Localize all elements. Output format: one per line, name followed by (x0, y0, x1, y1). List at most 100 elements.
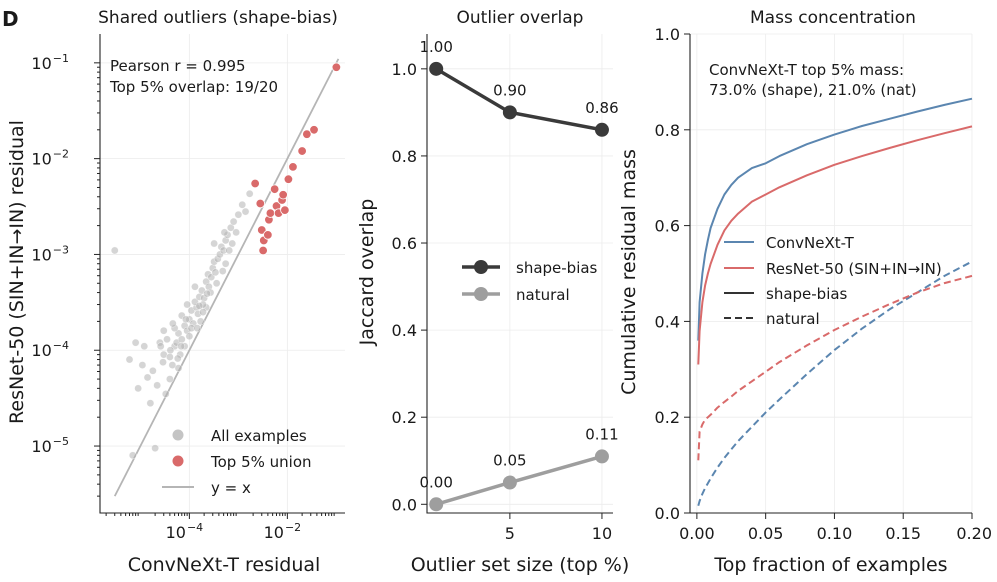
scatter-point-all (212, 279, 221, 288)
scatter-x-tick-label: 10−4 (166, 521, 204, 542)
scatter-point-all (138, 361, 147, 369)
scatter-point-top5 (297, 146, 307, 156)
mass-y-tick-label: 0.0 (655, 504, 680, 523)
legend-marker-natural (474, 287, 488, 301)
overlap-ylabel: Jaccard overlap (356, 199, 378, 347)
scatter-point-all (174, 364, 183, 372)
mass-legend: ConvNeXt-T ResNet-50 (SIN+IN→IN) shape-b… (724, 234, 942, 328)
mass-ticks: 0.00 0.05 0.10 0.15 0.20 0.0 0.2 0.4 0.6 0.8 1.0 (655, 25, 992, 543)
mass-line-0 (697, 97, 973, 341)
scatter-annotation-line1: Pearson r = 0.995 (110, 57, 246, 75)
scatter-point-all (131, 338, 140, 347)
overlap-data-label: 0.90 (493, 81, 526, 99)
scatter-point-all (169, 319, 177, 328)
scatter-y-tick-label: 10−5 (31, 435, 69, 456)
scatter-point-all (182, 315, 190, 324)
scatter-point-all (128, 451, 137, 460)
scatter-point-all (228, 239, 237, 248)
scatter-point-all (220, 228, 229, 237)
mass-series (697, 97, 973, 507)
overlap-point (429, 497, 444, 512)
overlap-legend: shape-bias natural (462, 259, 598, 304)
overlap-panel: Outlier overlap 1.000.900.860.000.050.11… (356, 8, 629, 576)
scatter-point-all (140, 342, 149, 351)
scatter-point-all (168, 361, 177, 369)
mass-annotation-line1: ConvNeXt-T top 5% mass: (709, 61, 904, 79)
scatter-point-all (241, 207, 250, 216)
scatter-panel: Shared outliers (shape-bias) 10−4 10−2 10−… (6, 8, 345, 576)
overlap-data-label: 0.86 (585, 99, 618, 117)
mass-line-3 (697, 274, 973, 461)
scatter-point-all (143, 373, 152, 382)
scatter-x-tick-label: 10−2 (264, 521, 302, 542)
overlap-data-label: 0.11 (585, 425, 618, 443)
scatter-y-tick-label: 10−2 (31, 148, 69, 169)
mass-title: Mass concentration (750, 8, 916, 28)
mass-xlabel: Top fraction of examples (713, 554, 947, 576)
scatter-point-all (191, 282, 199, 291)
scatter-point-all (185, 332, 194, 341)
mass-y-tick-label: 0.4 (655, 312, 680, 331)
overlap-y-tick-label: 0.4 (392, 321, 417, 340)
scatter-ylabel: ResNet-50 (SIN+IN→IN) residual (6, 120, 28, 424)
scatter-point-all (161, 390, 170, 398)
scatter-point-all (229, 217, 238, 226)
legend-label-natural: natural (516, 286, 570, 304)
mass-y-tick-label: 0.6 (655, 217, 680, 236)
mass-line-1 (697, 125, 973, 365)
scatter-points (110, 62, 342, 460)
mass-y-tick-label: 1.0 (655, 25, 680, 44)
overlap-point (594, 122, 609, 137)
legend-marker-all (172, 429, 184, 441)
overlap-y-tick-label: 0.6 (392, 234, 417, 253)
scatter-point-all (163, 335, 171, 344)
scatter-point-top5 (257, 225, 267, 235)
legend-label-natural-mass: natural (766, 310, 820, 328)
scatter-point-all (199, 308, 207, 316)
legend-label-resnet: ResNet-50 (SIN+IN→IN) (766, 260, 942, 278)
scatter-title: Shared outliers (shape-bias) (98, 8, 338, 28)
legend-label-yx: y = x (211, 479, 251, 497)
scatter-point-all (234, 210, 243, 219)
overlap-ticks: 5 10 0.0 0.2 0.4 0.6 0.8 1.0 (392, 60, 613, 543)
scatter-y-tick-label: 10−1 (31, 52, 69, 73)
scatter-point-all (159, 358, 167, 367)
legend-label-shape-bias-mass: shape-bias (766, 285, 848, 303)
scatter-point-all (203, 289, 211, 298)
overlap-data-label: 1.00 (420, 38, 453, 56)
scatter-point-top5 (265, 208, 276, 218)
scatter-point-all (221, 259, 230, 268)
scatter-point-all (174, 329, 183, 338)
scatter-point-all (193, 324, 202, 332)
scatter-xlabel: ConvNeXt-T residual (128, 554, 321, 576)
scatter-point-top5 (288, 162, 298, 172)
scatter-point-all (151, 444, 159, 452)
scatter-point-all (149, 367, 157, 375)
identity-line (113, 58, 340, 497)
legend-label-top5: Top 5% union (210, 453, 312, 471)
scatter-annotation-line2: Top 5% overlap: 19/20 (109, 78, 278, 96)
scatter-point-all (110, 246, 119, 255)
scatter-point-all (238, 200, 247, 209)
scatter-point-all (166, 375, 174, 383)
scatter-y-tick-label: 10−3 (31, 243, 69, 264)
mass-ylabel: Cumulative residual mass (618, 149, 640, 395)
scatter-point-all (211, 268, 220, 277)
overlap-x-tick-label: 5 (505, 524, 515, 543)
overlap-y-tick-label: 1.0 (392, 60, 417, 79)
scatter-point-all (173, 354, 182, 363)
scatter-point-top5 (255, 198, 265, 209)
scatter-point-all (210, 239, 218, 248)
overlap-y-tick-label: 0.8 (392, 147, 417, 166)
scatter-point-all (146, 399, 155, 408)
scatter-point-all (156, 342, 165, 351)
legend-label-shape-bias: shape-bias (516, 259, 598, 277)
mass-x-tick-label: 0.00 (679, 524, 715, 543)
overlap-xlabel: Outlier set size (top %) (411, 554, 630, 576)
scatter-point-top5 (258, 245, 268, 256)
scatter-point-all (177, 342, 185, 351)
mass-annotation-line2: 73.0% (shape), 21.0% (nat) (709, 81, 917, 99)
overlap-title: Outlier overlap (457, 8, 584, 28)
legend-marker-shape-bias (474, 260, 488, 274)
